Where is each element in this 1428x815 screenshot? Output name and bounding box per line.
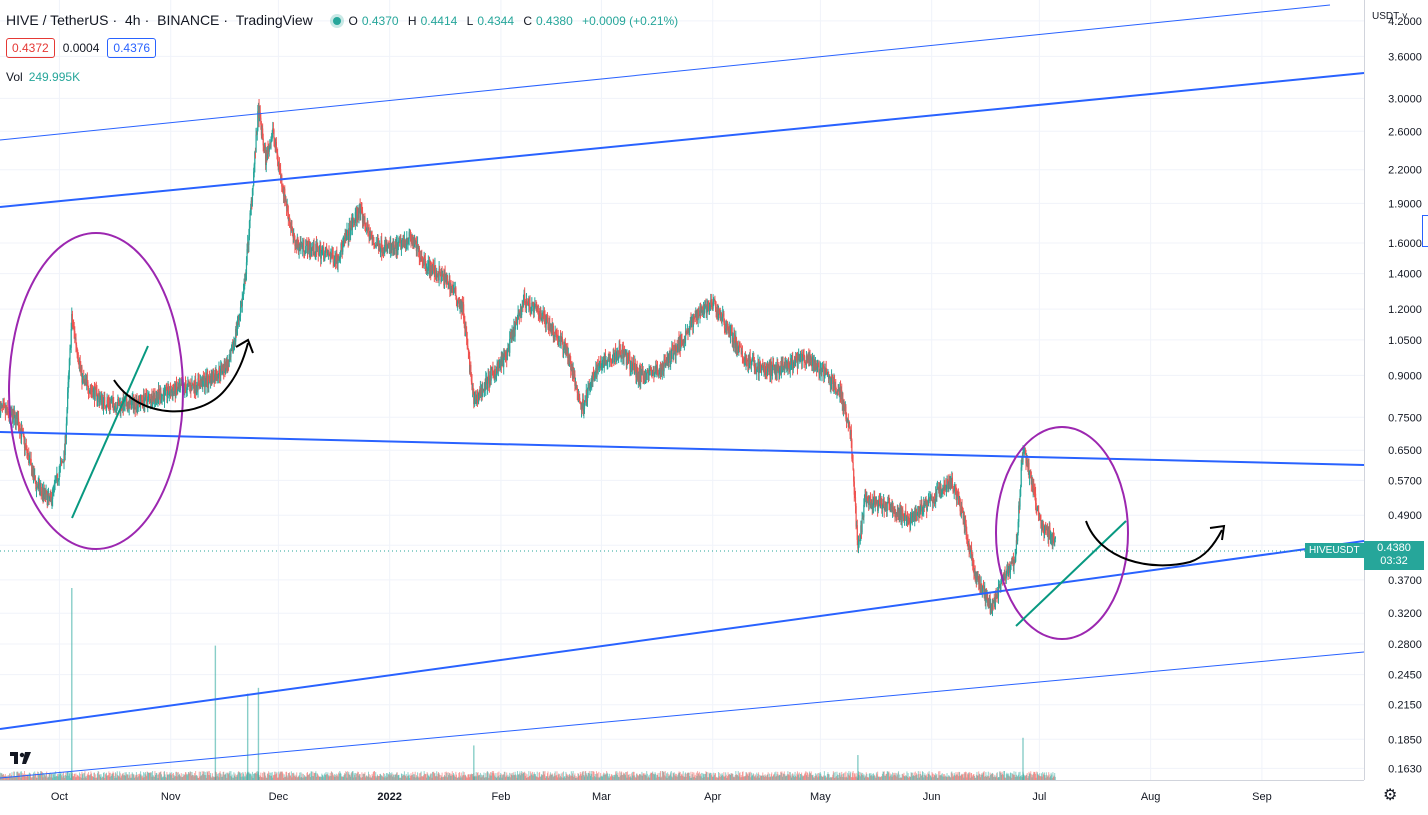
candle-body [303, 240, 304, 251]
candle-body [739, 345, 740, 346]
candle-body [111, 401, 112, 404]
candle-body [41, 487, 42, 492]
candle-body [467, 346, 468, 349]
candle-body [912, 517, 913, 523]
candle-body [255, 135, 256, 153]
candle-body [66, 424, 67, 438]
candle-body [35, 476, 36, 482]
volume-spike [473, 745, 474, 780]
candle-body [225, 370, 226, 372]
volume-spike [1022, 738, 1023, 780]
candle-body [124, 401, 125, 406]
volume-spike [71, 588, 72, 780]
volume-spike [857, 755, 858, 780]
volume-spike [247, 694, 248, 780]
candle-body [902, 510, 903, 515]
volume-spike [215, 646, 216, 780]
candle-body [207, 374, 208, 383]
candle-body [673, 354, 674, 359]
candle-body [742, 351, 743, 356]
candle-body [657, 367, 658, 370]
volume-spike [258, 688, 259, 780]
candle-body [724, 323, 725, 329]
candle-body [323, 248, 324, 260]
candle-body [887, 503, 888, 511]
candle-body [861, 518, 862, 532]
candlesticks [0, 99, 1056, 616]
candle-body [231, 349, 232, 350]
candle-body [333, 255, 334, 262]
volume-bars [0, 588, 1056, 780]
candle-body [14, 413, 15, 415]
candle-body [831, 377, 832, 384]
candle-body [281, 175, 282, 186]
candle-body [869, 497, 870, 504]
candle-body [209, 376, 210, 380]
candle-body [71, 329, 72, 348]
candle-body [455, 288, 456, 296]
candle-body [521, 307, 522, 315]
candle-body [394, 245, 395, 248]
candle-body [952, 478, 953, 489]
candle-body [691, 323, 692, 325]
candle-body [936, 490, 937, 498]
candle-body [218, 375, 219, 379]
candle-body [823, 366, 824, 376]
candle-body [230, 350, 231, 357]
candle-body [491, 370, 492, 380]
candle-body [474, 397, 475, 404]
candle-body [104, 397, 105, 406]
candle-body [878, 506, 879, 511]
candle-body [419, 248, 420, 258]
candle-body [416, 247, 417, 251]
candle-body [713, 301, 714, 302]
candle-body [162, 395, 163, 399]
candle-body [620, 351, 621, 355]
candle-body [69, 348, 70, 359]
candle-body [447, 276, 448, 281]
candle-body [146, 395, 147, 400]
